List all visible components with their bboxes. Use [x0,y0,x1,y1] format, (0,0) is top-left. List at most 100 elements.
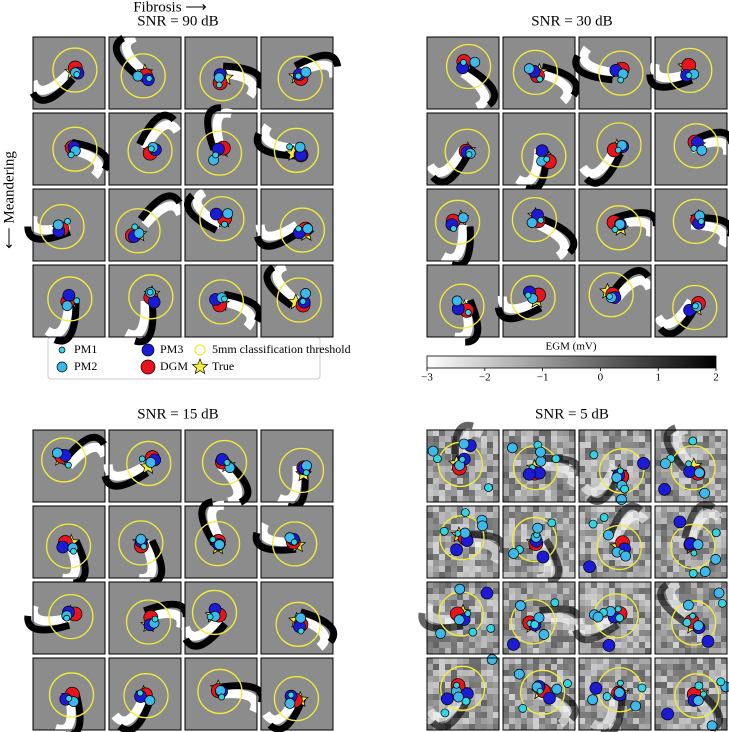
tile-pixel [633,572,639,578]
marker [222,208,234,219]
tile-pixel [469,670,475,676]
tile-pixel [503,542,509,548]
tile-pixel [469,664,475,670]
tile-pixel [715,496,721,502]
tile-pixel [515,582,521,588]
tile-pixel [445,582,451,588]
tile-pixel [469,642,475,648]
tile-pixel [427,560,433,566]
tile-pixel [703,658,709,664]
tile-pixel [527,442,533,448]
marker [563,679,572,688]
marker [699,566,711,578]
tile-pixel [685,724,691,730]
tile-pixel [475,718,481,724]
tile-pixel [527,496,533,502]
threshold-ring [276,277,322,323]
tile-pixel [493,588,499,594]
tile-pixel [679,582,685,588]
tile-pixel [481,430,487,436]
tile-pixel [609,512,615,518]
tile-pixel [597,582,603,588]
marker [135,533,147,545]
tile-pixel [703,670,709,676]
tile-pixel [469,484,475,490]
tile-pixel [433,506,439,512]
marker [536,687,544,695]
tile-pixel [439,658,445,664]
marker [136,689,144,697]
tile-pixel [691,566,697,572]
tile-pixel [633,536,639,542]
tile-pixel [445,472,451,478]
tile-pixel [481,572,487,578]
tile-pixel [615,642,621,648]
tile-pixel [621,618,627,624]
tile-pixel [709,466,715,472]
tile-pixel [487,630,493,636]
marker [440,708,450,718]
marker [221,220,228,228]
tile-pixel [579,670,585,676]
tile-pixel [667,542,673,548]
marker [469,56,481,68]
tile-pixel [469,648,475,654]
tile-pixel [627,484,633,490]
tile-frame [426,505,500,579]
tile-pixel [661,700,667,706]
tile-pixel [639,454,645,460]
tile-frame [502,188,576,262]
tile-pixel [661,442,667,448]
tile-pixel [445,630,451,636]
wavefront [426,146,472,186]
tile-pixel [427,694,433,700]
tile-frame [654,657,728,731]
tile-frame [426,657,500,731]
tile-pixel [515,636,521,642]
tile-pixel [533,648,539,654]
tile-pixel [503,530,509,536]
tile-pixel [579,530,585,536]
marker [530,620,540,629]
tile-pixel [469,436,475,442]
tile-pixel [691,430,697,436]
tile-pixel [709,536,715,542]
tile-frame [502,36,576,110]
tile-pixel [445,448,451,454]
tile-pixel [533,554,539,560]
wave-white [686,508,723,544]
tile-pixel [703,560,709,566]
tile-pixel [609,496,615,502]
tile-pixel [639,594,645,600]
tile-pixel [427,484,433,490]
tile-pixel [533,484,539,490]
tile-frame [260,505,334,579]
tile-pixel [569,496,575,502]
tile-pixel [509,700,515,706]
tile-pixel [621,636,627,642]
tile-frame [654,581,728,655]
tile-pixel [527,588,533,594]
tile-pixel [545,478,551,484]
tile-pixel [557,636,563,642]
tile-pixel [463,490,469,496]
tile-pixel [645,548,651,554]
tile-pixel [645,466,651,472]
tile-pixel [715,618,721,624]
tile-pixel [445,682,451,688]
tile-pixel [597,606,603,612]
tile-pixel [585,618,591,624]
tile-pixel [609,658,615,664]
tile-pixel [667,466,673,472]
tile-pixel [615,636,621,642]
tile-pixel [563,530,569,536]
tile-pixel [667,536,673,542]
tile-pixel [557,530,563,536]
tile-pixel [445,588,451,594]
tile-pixel [667,618,673,624]
tile-pixel [569,724,575,730]
tile-pixel [697,436,703,442]
tile-pixel [557,588,563,594]
tile-pixel [563,490,569,496]
marker [458,438,470,450]
